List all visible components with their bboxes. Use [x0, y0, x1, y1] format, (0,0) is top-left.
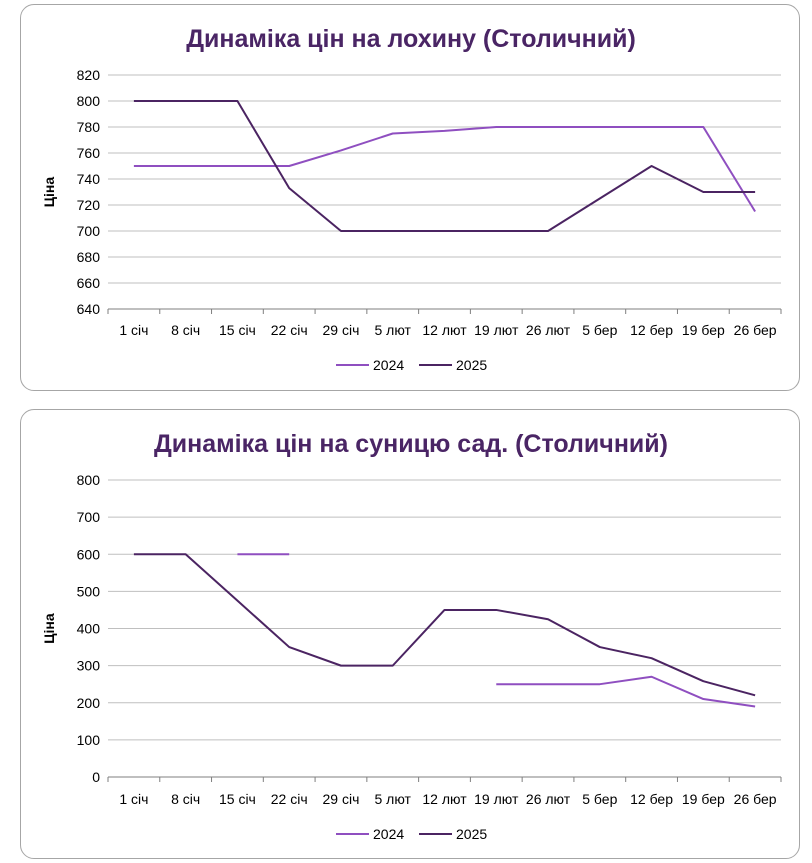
- x-tick-label: 12 лют: [422, 322, 467, 338]
- y-tick-label: 780: [77, 119, 101, 135]
- x-tick-label: 19 лют: [474, 791, 519, 807]
- y-tick-label: 760: [77, 145, 101, 161]
- x-tick-label: 12 бер: [630, 791, 673, 807]
- x-tick-label: 5 лют: [375, 791, 412, 807]
- x-tick-label: 12 бер: [630, 322, 673, 338]
- y-tick-label: 600: [77, 546, 101, 562]
- y-tick-label: 400: [77, 621, 101, 637]
- x-tick-label: 26 бер: [734, 791, 777, 807]
- x-tick-label: 19 бер: [682, 791, 725, 807]
- series-line-2025: [133, 553, 756, 697]
- y-tick-label: 800: [77, 472, 101, 488]
- y-tick-label: 740: [77, 171, 101, 187]
- y-tick-label: 100: [77, 732, 101, 748]
- legend-label-2024: 2024: [373, 357, 404, 373]
- series-line-2025: [133, 100, 756, 232]
- chart-blueberry: Динаміка цін на лохину (Столичний) 640 660…: [41, 25, 782, 373]
- x-tick-label: 12 лют: [422, 791, 467, 807]
- x-tick-label: 15 січ: [219, 791, 256, 807]
- y-tick-label: 300: [77, 658, 101, 674]
- y-tick-label: 640: [77, 301, 101, 317]
- legend-label-2024: 2024: [373, 826, 404, 842]
- x-tick-label: 5 бер: [582, 322, 617, 338]
- y-tick-label: 700: [77, 223, 101, 239]
- series-line-2024: [496, 675, 756, 708]
- legend-label-2025: 2025: [456, 357, 487, 373]
- x-tick-label: 8 січ: [171, 791, 200, 807]
- chart-strawberry: Динаміка цін на суницю сад. (Столичний) 0…: [41, 430, 782, 842]
- x-tick-label: 29 січ: [323, 322, 360, 338]
- y-tick-label: 720: [77, 197, 101, 213]
- series-line-2024: [133, 126, 756, 213]
- chart-title: Динаміка цін на лохину (Столичний): [186, 25, 636, 53]
- legend-label-2025: 2025: [456, 826, 487, 842]
- chart-title: Динаміка цін на суницю сад. (Столичний): [154, 430, 668, 458]
- x-tick-label: 15 січ: [219, 322, 256, 338]
- y-tick-label: 680: [77, 249, 101, 265]
- y-axis-label: Ціна: [41, 613, 57, 644]
- x-tick-label: 26 бер: [734, 322, 777, 338]
- chart-panel-strawberry: Динаміка цін на суницю сад. (Столичний) 0…: [20, 409, 800, 859]
- x-tick-label: 29 січ: [323, 791, 360, 807]
- x-tick-label: 26 лют: [526, 322, 571, 338]
- y-tick-label: 800: [77, 93, 101, 109]
- y-tick-label: 200: [77, 695, 101, 711]
- x-tick-label: 5 бер: [582, 791, 617, 807]
- y-tick-label: 820: [77, 67, 101, 83]
- y-tick-label: 0: [92, 769, 100, 785]
- y-axis-label: Ціна: [41, 177, 57, 208]
- y-tick-label: 500: [77, 583, 101, 599]
- x-tick-label: 5 лют: [375, 322, 412, 338]
- x-tick-label: 19 лют: [474, 322, 519, 338]
- y-tick-label: 700: [77, 509, 101, 525]
- x-tick-label: 26 лют: [526, 791, 571, 807]
- x-tick-label: 8 січ: [171, 322, 200, 338]
- x-tick-label: 22 січ: [271, 791, 308, 807]
- x-tick-label: 1 січ: [119, 791, 148, 807]
- x-tick-label: 1 січ: [119, 322, 148, 338]
- y-tick-label: 660: [77, 275, 101, 291]
- x-tick-label: 19 бер: [682, 322, 725, 338]
- x-tick-label: 22 січ: [271, 322, 308, 338]
- chart-panel-blueberry: Динаміка цін на лохину (Столичний) 640 660…: [20, 4, 800, 391]
